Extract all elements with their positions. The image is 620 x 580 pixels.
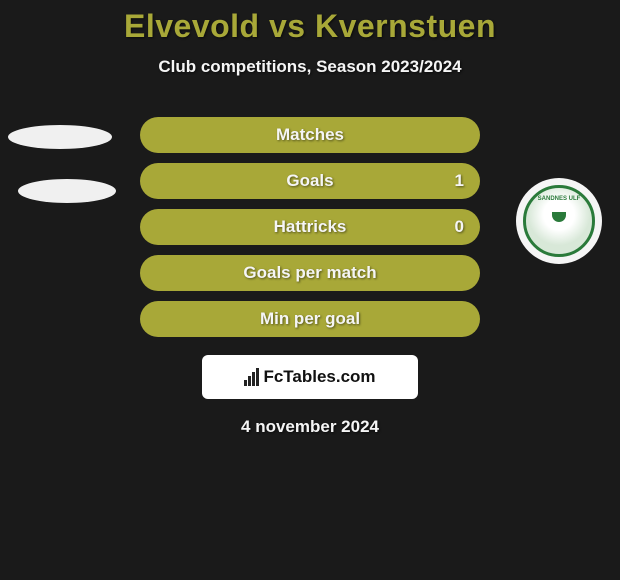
stat-row-min-per-goal: Min per goal [0,301,620,337]
stat-row-matches: Matches [0,117,620,153]
stat-label: Goals [286,171,333,191]
fctables-label: FcTables.com [263,367,375,387]
stat-row-goals-per-match: Goals per match [0,255,620,291]
stats-card: Elvevold vs Kvernstuen Club competitions… [0,0,620,437]
stat-row-hattricks: Hattricks 0 [0,209,620,245]
stat-bar: Goals 1 [140,163,480,199]
stat-bar: Matches [140,117,480,153]
stat-label: Hattricks [274,217,347,237]
stat-bar: Hattricks 0 [140,209,480,245]
stat-label: Goals per match [243,263,376,283]
fctables-link[interactable]: FcTables.com [202,355,418,399]
page-title: Elvevold vs Kvernstuen [0,8,620,45]
stat-row-goals: Goals 1 [0,163,620,199]
subtitle: Club competitions, Season 2023/2024 [0,57,620,77]
stat-value-right: 0 [455,217,464,237]
stat-label: Min per goal [260,309,360,329]
stat-label: Matches [276,125,344,145]
date-label: 4 november 2024 [0,417,620,437]
stat-bar: Goals per match [140,255,480,291]
stat-bar: Min per goal [140,301,480,337]
bar-chart-icon [244,368,259,386]
stat-value-right: 1 [455,171,464,191]
